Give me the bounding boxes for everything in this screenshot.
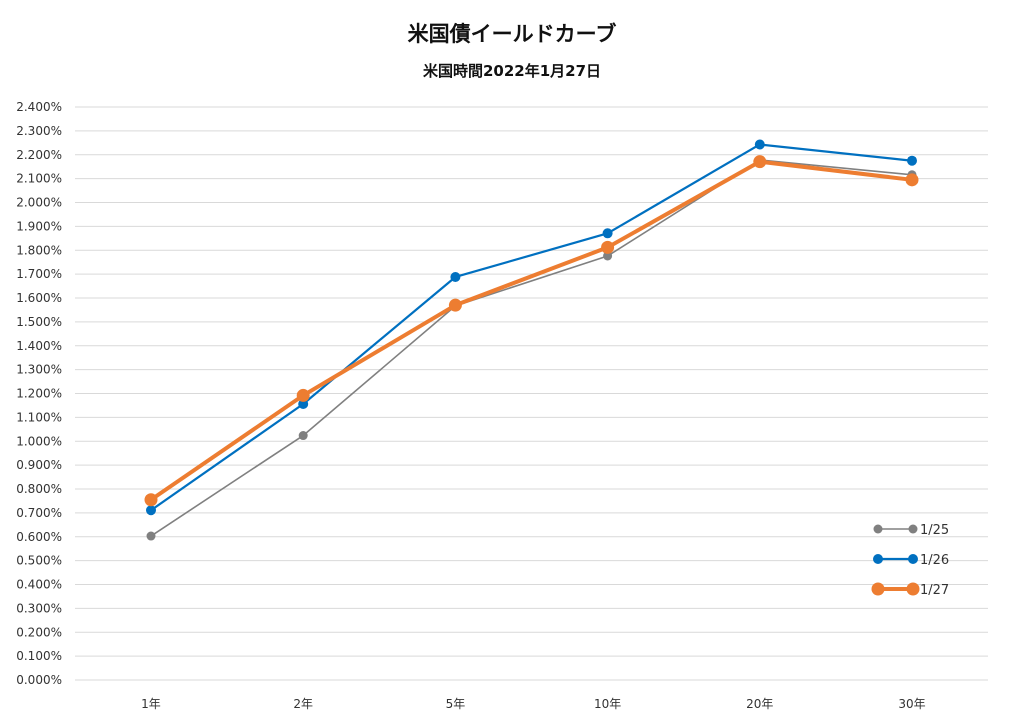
data-point [907, 155, 917, 166]
y-tick-label: 1.000% [16, 434, 62, 448]
data-point [450, 271, 461, 282]
series-line-1/25 [150, 159, 913, 537]
data-point [296, 388, 310, 402]
y-tick-label: 1.500% [16, 315, 62, 329]
y-tick-label: 0.200% [16, 625, 62, 639]
x-tick-label: 10年 [594, 697, 621, 711]
legend-marker [873, 554, 883, 564]
y-tick-label: 0.300% [16, 601, 62, 615]
legend-label: 1/25 [920, 523, 949, 538]
y-tick-label: 1.300% [16, 363, 62, 377]
y-tick-label: 0.400% [16, 578, 62, 592]
y-tick-label: 2.300% [16, 124, 62, 138]
data-point [601, 240, 615, 254]
data-point [603, 251, 613, 261]
legend-label: 1/26 [920, 553, 949, 568]
data-point [146, 531, 156, 541]
y-tick-label: 1.600% [16, 291, 62, 305]
y-tick-label: 0.000% [16, 673, 62, 687]
x-tick-label: 20年 [746, 697, 773, 711]
legend-marker [873, 524, 883, 534]
legend-marker [908, 554, 918, 564]
y-tick-label: 0.900% [16, 458, 62, 472]
data-point [298, 431, 308, 441]
data-point [602, 228, 613, 239]
x-tick-label: 2年 [293, 697, 313, 711]
data-point [448, 298, 462, 312]
y-tick-label: 1.800% [16, 243, 62, 257]
data-point [146, 505, 156, 516]
y-tick-label: 2.000% [16, 196, 62, 210]
data-point [905, 173, 919, 187]
data-point [754, 139, 765, 150]
y-tick-label: 1.700% [16, 267, 62, 281]
y-tick-label: 2.400% [16, 100, 62, 114]
y-tick-label: 0.700% [16, 506, 62, 520]
y-tick-label: 1.100% [16, 410, 62, 424]
y-tick-label: 0.100% [16, 649, 62, 663]
series-line-1/27 [149, 159, 913, 502]
chart-title: 米国債イールドカーブ [407, 22, 617, 46]
y-tick-label: 1.400% [16, 339, 62, 353]
data-point [753, 155, 767, 169]
legend-label: 1/27 [920, 583, 949, 598]
legend-marker [908, 524, 918, 534]
y-tick-label: 0.600% [16, 530, 62, 544]
y-tick-label: 2.200% [16, 148, 62, 162]
x-tick-label: 1年 [141, 697, 161, 711]
data-point [144, 493, 158, 507]
x-tick-label: 30年 [898, 697, 925, 711]
y-tick-label: 0.800% [16, 482, 62, 496]
series-line-1/26 [150, 143, 913, 512]
legend-marker [906, 582, 920, 596]
y-tick-label: 2.100% [16, 172, 62, 186]
y-tick-label: 0.500% [16, 554, 62, 568]
y-tick-label: 1.200% [16, 387, 62, 401]
chart-subtitle: 米国時間2022年1月27日 [422, 62, 602, 80]
legend-marker [871, 582, 885, 596]
y-tick-label: 1.900% [16, 219, 62, 233]
x-tick-label: 5年 [446, 697, 466, 711]
data-point [298, 399, 309, 410]
